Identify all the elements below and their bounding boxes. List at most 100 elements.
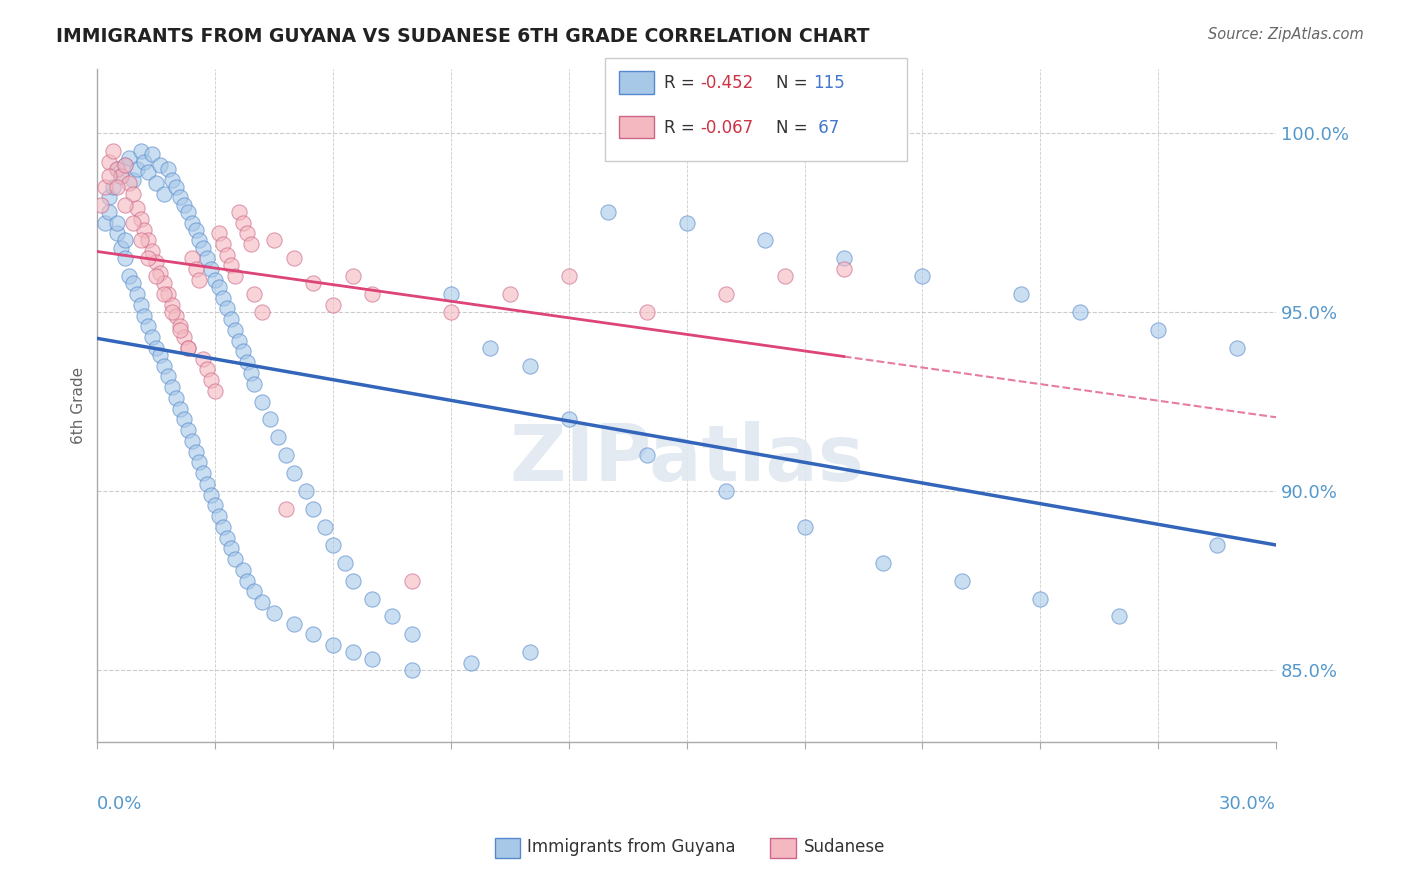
- Point: [145, 176, 167, 190]
- Point: [224, 552, 246, 566]
- Point: [141, 244, 163, 259]
- Point: [125, 287, 148, 301]
- Point: [333, 556, 356, 570]
- Point: [195, 252, 218, 266]
- Point: [141, 147, 163, 161]
- Point: [149, 158, 172, 172]
- Point: [193, 351, 215, 366]
- Point: [259, 412, 281, 426]
- Point: [145, 269, 167, 284]
- Point: [322, 538, 344, 552]
- Text: 67: 67: [813, 119, 839, 136]
- Point: [145, 341, 167, 355]
- Point: [153, 287, 176, 301]
- Point: [149, 348, 172, 362]
- Point: [121, 186, 143, 201]
- Point: [121, 215, 143, 229]
- Point: [129, 298, 152, 312]
- Point: [101, 144, 124, 158]
- Text: ZIPatlas: ZIPatlas: [509, 421, 865, 497]
- Point: [160, 172, 183, 186]
- Point: [138, 234, 160, 248]
- Point: [138, 252, 160, 266]
- Point: [239, 366, 262, 380]
- Text: 30.0%: 30.0%: [1219, 796, 1277, 814]
- Point: [401, 627, 423, 641]
- Text: Immigrants from Guyana: Immigrants from Guyana: [527, 838, 735, 856]
- Point: [872, 556, 894, 570]
- Point: [114, 158, 136, 172]
- Point: [232, 563, 254, 577]
- Point: [134, 309, 156, 323]
- Point: [193, 466, 215, 480]
- Point: [361, 652, 384, 666]
- Point: [228, 334, 250, 348]
- Point: [1108, 609, 1130, 624]
- Point: [173, 412, 195, 426]
- Point: [314, 520, 336, 534]
- Point: [129, 144, 152, 158]
- Point: [98, 169, 121, 183]
- Point: [499, 287, 522, 301]
- Point: [204, 384, 226, 398]
- Point: [129, 234, 152, 248]
- Point: [157, 161, 180, 176]
- Point: [322, 638, 344, 652]
- Point: [243, 584, 266, 599]
- Point: [98, 204, 121, 219]
- Point: [224, 269, 246, 284]
- Point: [200, 488, 222, 502]
- Point: [342, 574, 364, 588]
- Point: [145, 255, 167, 269]
- Point: [232, 344, 254, 359]
- Point: [165, 309, 187, 323]
- Point: [169, 319, 191, 334]
- Point: [212, 520, 235, 534]
- Point: [200, 262, 222, 277]
- Point: [208, 280, 231, 294]
- Point: [381, 609, 404, 624]
- Point: [228, 204, 250, 219]
- Point: [636, 448, 658, 462]
- Point: [125, 201, 148, 215]
- Text: 0.0%: 0.0%: [97, 796, 143, 814]
- Point: [114, 197, 136, 211]
- Point: [153, 186, 176, 201]
- Text: N =: N =: [776, 119, 813, 136]
- Point: [184, 222, 207, 236]
- Point: [263, 606, 285, 620]
- Text: 115: 115: [813, 74, 845, 92]
- Point: [558, 412, 581, 426]
- Y-axis label: 6th Grade: 6th Grade: [72, 367, 86, 443]
- Point: [361, 591, 384, 606]
- Point: [212, 237, 235, 252]
- Point: [94, 179, 117, 194]
- Text: IMMIGRANTS FROM GUYANA VS SUDANESE 6TH GRADE CORRELATION CHART: IMMIGRANTS FROM GUYANA VS SUDANESE 6TH G…: [56, 27, 870, 45]
- Point: [157, 287, 180, 301]
- Point: [98, 190, 121, 204]
- Point: [401, 574, 423, 588]
- Point: [193, 241, 215, 255]
- Point: [440, 287, 463, 301]
- Point: [114, 252, 136, 266]
- Point: [342, 269, 364, 284]
- Point: [105, 226, 128, 240]
- Text: N =: N =: [776, 74, 813, 92]
- Point: [169, 401, 191, 416]
- Text: R =: R =: [664, 74, 700, 92]
- Text: Source: ZipAtlas.com: Source: ZipAtlas.com: [1208, 27, 1364, 42]
- Point: [138, 319, 160, 334]
- Point: [195, 362, 218, 376]
- Point: [440, 305, 463, 319]
- Point: [160, 298, 183, 312]
- Point: [283, 616, 305, 631]
- Point: [188, 234, 211, 248]
- Point: [105, 161, 128, 176]
- Point: [714, 287, 737, 301]
- Point: [235, 226, 257, 240]
- Point: [110, 241, 132, 255]
- Point: [173, 330, 195, 344]
- Point: [1010, 287, 1032, 301]
- Point: [302, 627, 325, 641]
- Point: [188, 455, 211, 469]
